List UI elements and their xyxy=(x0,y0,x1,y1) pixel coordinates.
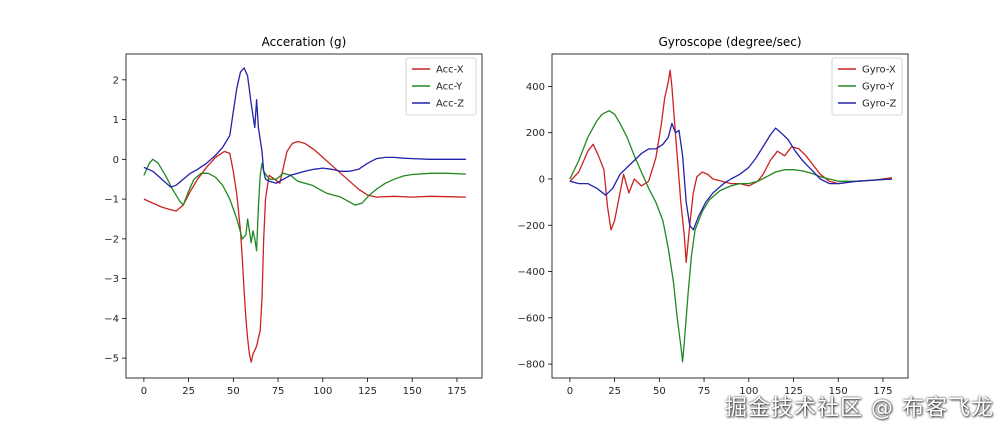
chart-title: Acceration (g) xyxy=(262,35,347,49)
x-tick-label: 100 xyxy=(313,386,332,397)
x-tick-label: 100 xyxy=(739,386,758,397)
y-tick-label: −3 xyxy=(104,274,119,285)
y-tick-label: −4 xyxy=(104,314,119,325)
gyroscope-chart: Gyroscope (degree/sec) 0 25 50 75 100 125 150 17… xyxy=(518,35,909,397)
x-tick-label: 50 xyxy=(227,386,240,397)
x-tick-label: 150 xyxy=(829,386,848,397)
y-tick-label: 0 xyxy=(539,174,545,185)
y-tick-label: −5 xyxy=(104,354,119,365)
axes-frame xyxy=(551,53,909,379)
series-line-acc-z xyxy=(143,67,466,188)
y-tick-label: 2 xyxy=(113,75,119,86)
y-tick-label: 1 xyxy=(113,115,119,126)
axes-frame xyxy=(125,53,483,379)
legend-label: Gyro-X xyxy=(862,65,896,76)
legend: Gyro-X Gyro-Y Gyro-Z xyxy=(831,57,903,116)
legend-label: Gyro-Z xyxy=(862,99,896,110)
legend-box xyxy=(831,57,903,116)
series-line-acc-x xyxy=(143,140,466,363)
y-tick-label: −1 xyxy=(104,195,119,206)
acceleration-chart: Acceration (g) 0 25 50 75 100 125 150 175 −5 −4 −3 −… xyxy=(104,35,483,397)
x-tick-label: 25 xyxy=(182,386,195,397)
y-tick-label: −600 xyxy=(518,313,545,324)
y-tick-label: −400 xyxy=(518,267,545,278)
x-tick-label: 175 xyxy=(447,386,466,397)
series-line-gyro-y xyxy=(569,110,892,363)
legend: Acc-X Acc-Y Acc-Z xyxy=(405,57,477,116)
x-tick-label: 150 xyxy=(403,386,422,397)
x-tick-label: 75 xyxy=(698,386,711,397)
x-tick-label: 75 xyxy=(272,386,285,397)
series-line-gyro-z xyxy=(569,122,892,231)
y-tick-label: −2 xyxy=(104,234,119,245)
x-tick-label: 0 xyxy=(141,386,147,397)
series-line-acc-y xyxy=(143,158,466,252)
x-tick-label: 50 xyxy=(653,386,666,397)
legend-label: Acc-Z xyxy=(436,99,464,110)
legend-label: Acc-X xyxy=(436,65,464,76)
x-tick-label: 0 xyxy=(567,386,573,397)
y-tick-label: 0 xyxy=(113,155,119,166)
legend-box xyxy=(405,57,477,116)
chart-title: Gyroscope (degree/sec) xyxy=(658,35,801,49)
x-tick-label: 125 xyxy=(784,386,803,397)
y-tick-label: −200 xyxy=(518,221,545,232)
x-tick-label: 175 xyxy=(873,386,892,397)
x-tick-label: 125 xyxy=(358,386,377,397)
y-tick-label: −800 xyxy=(518,360,545,371)
y-tick-label: 400 xyxy=(526,82,545,93)
series-line-gyro-x xyxy=(569,69,892,263)
legend-label: Gyro-Y xyxy=(862,82,895,93)
x-tick-label: 25 xyxy=(608,386,621,397)
legend-label: Acc-Y xyxy=(436,82,463,93)
watermark-text: 掘金技术社区 @ 布客飞龙 xyxy=(725,396,994,421)
y-tick-label: 200 xyxy=(526,128,545,139)
